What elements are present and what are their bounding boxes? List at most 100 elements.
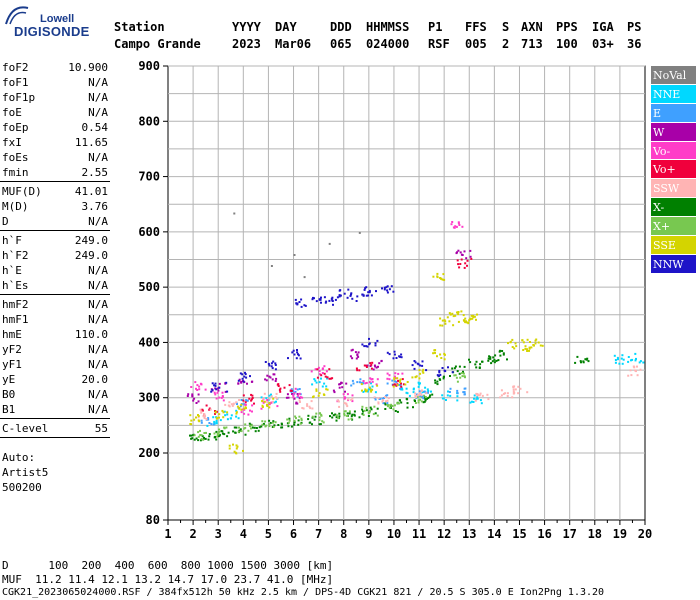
param-row: foF2 10.900 xyxy=(0,60,110,75)
data-point-nne xyxy=(400,387,415,397)
parameter-panel: foF2 10.900 foF1 N/A foF1p N/A foE N/A foEp 0.54 f… xyxy=(0,60,110,495)
data-point-noval xyxy=(233,212,236,215)
param-row: M(D) 3.76 xyxy=(0,199,110,214)
data-point-nne xyxy=(469,394,483,405)
param-value: 0.54 xyxy=(81,121,109,134)
data-point-ssw xyxy=(224,399,241,408)
data-point-vo- xyxy=(456,257,473,269)
header-row1-cell: DDD xyxy=(330,20,352,34)
x-tick-label: 2 xyxy=(189,527,196,541)
panel-divider xyxy=(0,181,110,182)
data-point-sse xyxy=(432,272,446,281)
x-tick-label: 7 xyxy=(315,527,322,541)
param-label: yE xyxy=(2,373,16,386)
data-point-sse xyxy=(439,316,455,327)
param-label: foF1p xyxy=(2,91,36,104)
x-tick-label: 10 xyxy=(387,527,401,541)
param-row: B0 N/A xyxy=(0,387,110,402)
param-row: MUF(D) 41.01 xyxy=(0,184,110,199)
data-point-w xyxy=(349,348,360,360)
param-label: foF2 xyxy=(2,61,29,74)
data-point-noval xyxy=(358,231,361,234)
param-label: foEs xyxy=(2,151,29,164)
y-tick-label: 400 xyxy=(138,335,160,349)
legend-item-x-: X- xyxy=(651,198,696,218)
param-value: N/A xyxy=(88,298,108,311)
data-point-nne xyxy=(311,377,329,388)
param-row: h`Es N/A xyxy=(0,278,110,293)
legend-item-x-: X+ xyxy=(651,217,696,237)
param-value: 249.0 xyxy=(74,234,108,247)
param-row: foF1 N/A xyxy=(0,75,110,90)
param-value: N/A xyxy=(88,151,108,164)
param-label: fmin xyxy=(2,166,29,179)
param-value: N/A xyxy=(88,358,108,371)
data-point-sse xyxy=(261,397,275,409)
data-point-nnw xyxy=(287,349,302,360)
data-point-vo- xyxy=(213,391,225,402)
header-row2-cell: 03+ xyxy=(592,37,614,51)
logo-mark-icon xyxy=(4,4,30,26)
data-point-nnw xyxy=(237,371,251,383)
data-point-nne xyxy=(627,352,645,364)
header-row1-cell: S xyxy=(502,20,510,34)
param-row: yE 20.0 xyxy=(0,372,110,387)
x-tick-label: 17 xyxy=(562,527,576,541)
header-row1-cell: Station xyxy=(114,20,165,34)
data-point-x- xyxy=(311,412,325,424)
footer-muf-line: MUF 11.2 11.4 12.1 13.2 14.7 17.0 23.7 4… xyxy=(2,573,334,586)
data-point-ssw xyxy=(512,385,529,395)
param-value: N/A xyxy=(88,313,108,326)
panel-divider xyxy=(0,230,110,231)
header-row2-cell: 713 xyxy=(521,37,543,51)
header-row1-cell: PPS xyxy=(556,20,578,34)
param-label: h`E xyxy=(2,264,22,277)
param-row: h`F2 249.0 xyxy=(0,248,110,263)
x-tick-label: 4 xyxy=(240,527,247,541)
data-point-vo- xyxy=(310,365,328,376)
data-point-vo- xyxy=(362,377,379,386)
data-point-sse xyxy=(360,383,379,393)
x-tick-label: 19 xyxy=(613,527,627,541)
param-value: 20.0 xyxy=(81,373,109,386)
param-row: hmF2 N/A xyxy=(0,297,110,312)
legend-item-w: W xyxy=(651,122,696,142)
header-row2-cell: 065 xyxy=(330,37,352,51)
data-point-x- xyxy=(398,397,416,409)
data-point-nnw xyxy=(210,381,229,393)
data-point-x- xyxy=(193,429,207,441)
param-row: C-level 55 xyxy=(0,421,110,436)
data-point-nnw xyxy=(363,286,377,297)
data-point-x- xyxy=(215,430,230,438)
data-point-x- xyxy=(386,402,400,411)
header-row2-cell: Campo Grande xyxy=(114,37,201,51)
header-row2-cell: 2023 xyxy=(232,37,261,51)
data-point-w xyxy=(366,359,383,371)
data-point-nne xyxy=(613,354,625,365)
x-tick-label: 13 xyxy=(462,527,476,541)
y-tick-label: 600 xyxy=(138,225,160,239)
data-point-ssw xyxy=(336,397,354,408)
header-row2-cell: 2 xyxy=(502,37,510,51)
data-point-vo- xyxy=(316,368,334,380)
param-label: B0 xyxy=(2,388,16,401)
data-point-ssw xyxy=(298,399,314,410)
data-point-nnw xyxy=(294,298,307,308)
data-point-ssw xyxy=(499,389,516,399)
legend-item-sse: SSE xyxy=(651,236,696,255)
param-label: B1 xyxy=(2,403,16,416)
autoscaling-info: 500200 xyxy=(2,481,42,494)
data-point-nnw xyxy=(311,296,322,304)
param-value: N/A xyxy=(88,388,108,401)
param-label: h`F2 xyxy=(2,249,29,262)
data-point-x- xyxy=(492,349,508,362)
param-row: foEs N/A xyxy=(0,150,110,165)
x-tick-label: 14 xyxy=(487,527,501,541)
data-point-sse xyxy=(392,377,409,388)
param-row: fxI 11.65 xyxy=(0,135,110,150)
data-point-x- xyxy=(237,423,253,433)
param-value: 11.65 xyxy=(74,136,108,149)
param-label: hmE xyxy=(2,328,22,341)
x-tick-label: 20 xyxy=(638,527,652,541)
